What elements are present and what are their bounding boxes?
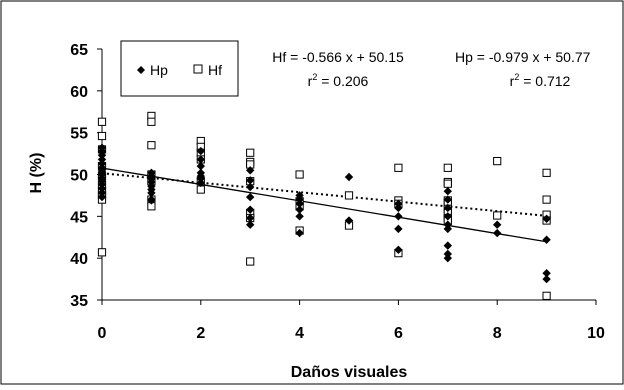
y-tick-label: 35 xyxy=(70,293,88,310)
hp-equation: Hp = -0.979 x + 50.77 xyxy=(455,49,591,65)
x-tick-label: 8 xyxy=(493,325,502,342)
hf-point xyxy=(148,142,155,149)
y-tick-label: 45 xyxy=(70,209,88,226)
hf-point xyxy=(543,169,550,176)
hf-point xyxy=(98,132,105,139)
hf-point xyxy=(296,171,303,178)
x-tick-label: 2 xyxy=(196,325,205,342)
hf-point xyxy=(247,258,254,265)
y-tick-label: 40 xyxy=(70,251,88,268)
y-axis-title: H (%) xyxy=(28,153,45,194)
hp-r2: r2 = 0.712 xyxy=(510,72,571,89)
hf-point xyxy=(543,196,550,203)
hf-point xyxy=(395,164,402,171)
hf-point xyxy=(345,192,352,199)
x-tick-label: 4 xyxy=(295,325,304,342)
y-tick-label: 55 xyxy=(70,126,88,143)
legend-hf-label: Hf xyxy=(208,62,222,78)
hf-point xyxy=(98,249,105,256)
x-tick-label: 0 xyxy=(98,325,107,342)
hf-point xyxy=(494,212,501,219)
x-tick-label: 6 xyxy=(394,325,403,342)
hf-equation: Hf = -0.566 x + 50.15 xyxy=(272,49,404,65)
y-tick-label: 60 xyxy=(70,84,88,101)
hf-point xyxy=(247,149,254,156)
hf-point xyxy=(543,292,550,299)
y-tick-label: 50 xyxy=(70,168,88,185)
legend-hf-marker xyxy=(194,65,202,73)
hf-point xyxy=(98,118,105,125)
hf-point xyxy=(148,118,155,125)
legend-hp-label: Hp xyxy=(150,62,168,78)
hf-r2: r2 = 0.206 xyxy=(308,72,369,89)
hf-point xyxy=(494,158,501,165)
x-axis-title: Daños visuales xyxy=(291,364,408,381)
legend: Hp Hf xyxy=(121,41,238,96)
hf-point xyxy=(444,180,451,187)
x-tick-label: 10 xyxy=(587,325,605,342)
y-tick-label: 65 xyxy=(70,42,88,59)
hf-point xyxy=(444,164,451,171)
